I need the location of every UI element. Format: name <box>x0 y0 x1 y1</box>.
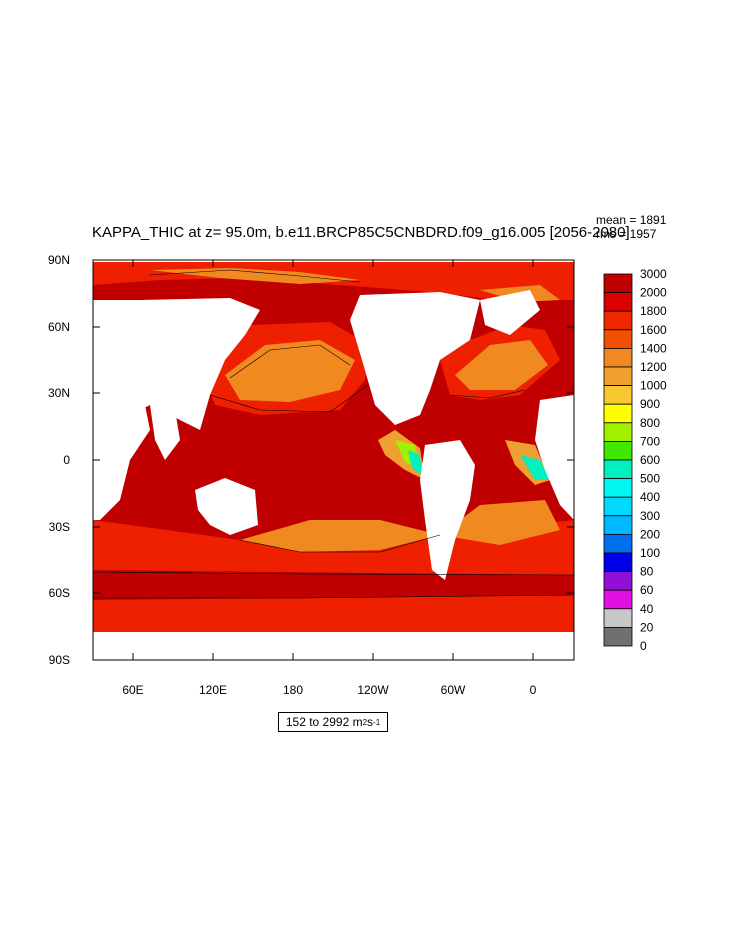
colorbar-label: 3000 <box>640 267 667 281</box>
y-tick-label: 90N <box>48 253 70 267</box>
y-tick-label: 30N <box>48 386 70 400</box>
plot-title: KAPPA_THIC at z= 95.0m, b.e11.BRCP85C5CN… <box>92 224 630 241</box>
y-tick-label: 30S <box>49 520 70 534</box>
y-tick-label: 60S <box>49 586 70 600</box>
colorbar-label: 100 <box>640 546 660 560</box>
colorbar-swatch <box>603 347 633 368</box>
colorbar-label: 1200 <box>640 360 667 374</box>
colorbar-label: 0 <box>640 639 647 653</box>
x-tick-label: 180 <box>283 683 303 697</box>
colorbar-swatch <box>603 422 633 442</box>
colorbar-swatch <box>603 627 633 647</box>
colorbar-swatch <box>603 366 633 387</box>
x-tick-label: 60E <box>122 683 143 697</box>
colorbar: 3000200018001600140012001000900800700600… <box>603 267 667 653</box>
y-axis: 90N 60N 30N 0 30S 60S 90S <box>48 253 574 667</box>
map-field <box>93 260 574 660</box>
colorbar-swatch <box>603 552 633 573</box>
colorbar-label: 20 <box>640 620 654 634</box>
colorbar-label: 500 <box>640 472 660 486</box>
colorbar-swatch <box>603 440 633 461</box>
colorbar-label: 700 <box>640 434 660 448</box>
y-tick-label: 90S <box>49 653 70 667</box>
colorbar-label: 600 <box>640 453 660 467</box>
colorbar-label: 400 <box>640 490 660 504</box>
colorbar-swatch <box>603 273 633 294</box>
colorbar-label: 60 <box>640 583 654 597</box>
colorbar-label: 1400 <box>640 341 667 355</box>
x-axis: 60E 120E 180 120W 60W 0 <box>122 260 537 697</box>
unit-mid: s <box>367 715 374 729</box>
colorbar-swatch <box>603 329 633 349</box>
x-tick-label: 120W <box>357 683 389 697</box>
colorbar-swatch <box>603 496 633 517</box>
colorbar-label: 900 <box>640 397 660 411</box>
colorbar-swatch <box>603 589 633 610</box>
colorbar-swatch <box>603 571 633 591</box>
colorbar-swatch <box>603 608 633 628</box>
colorbar-swatch <box>603 478 633 498</box>
range-text: 152 to 2992 m <box>285 715 363 729</box>
colorbar-label: 1800 <box>640 304 667 318</box>
unit-sup-2: -1 <box>373 717 381 727</box>
colorbar-swatch <box>603 515 633 535</box>
x-tick-label: 0 <box>530 683 537 697</box>
colorbar-label: 2000 <box>640 286 667 300</box>
y-tick-label: 60N <box>48 320 70 334</box>
colorbar-label: 1600 <box>640 323 667 337</box>
stat-rms: rms = 1957 <box>596 227 657 241</box>
colorbar-swatch <box>603 459 633 480</box>
colorbar-swatch <box>603 310 633 331</box>
contour-lines <box>93 269 574 599</box>
colorbar-label: 1000 <box>640 379 667 393</box>
colorbar-label: 80 <box>640 565 654 579</box>
y-tick-label: 0 <box>63 453 70 467</box>
unit-sup-1: 2 <box>362 717 368 727</box>
colorbar-swatch <box>603 385 633 405</box>
colorbar-label: 300 <box>640 509 660 523</box>
stat-mean: mean = 1891 <box>596 213 667 227</box>
colorbar-swatch <box>603 292 633 312</box>
x-tick-label: 60W <box>441 683 466 697</box>
colorbar-swatch <box>603 403 633 424</box>
colorbar-swatch <box>603 534 633 554</box>
colorbar-label: 800 <box>640 416 660 430</box>
colorbar-label: 200 <box>640 527 660 541</box>
colorbar-label: 40 <box>640 602 654 616</box>
x-tick-label: 120E <box>199 683 227 697</box>
